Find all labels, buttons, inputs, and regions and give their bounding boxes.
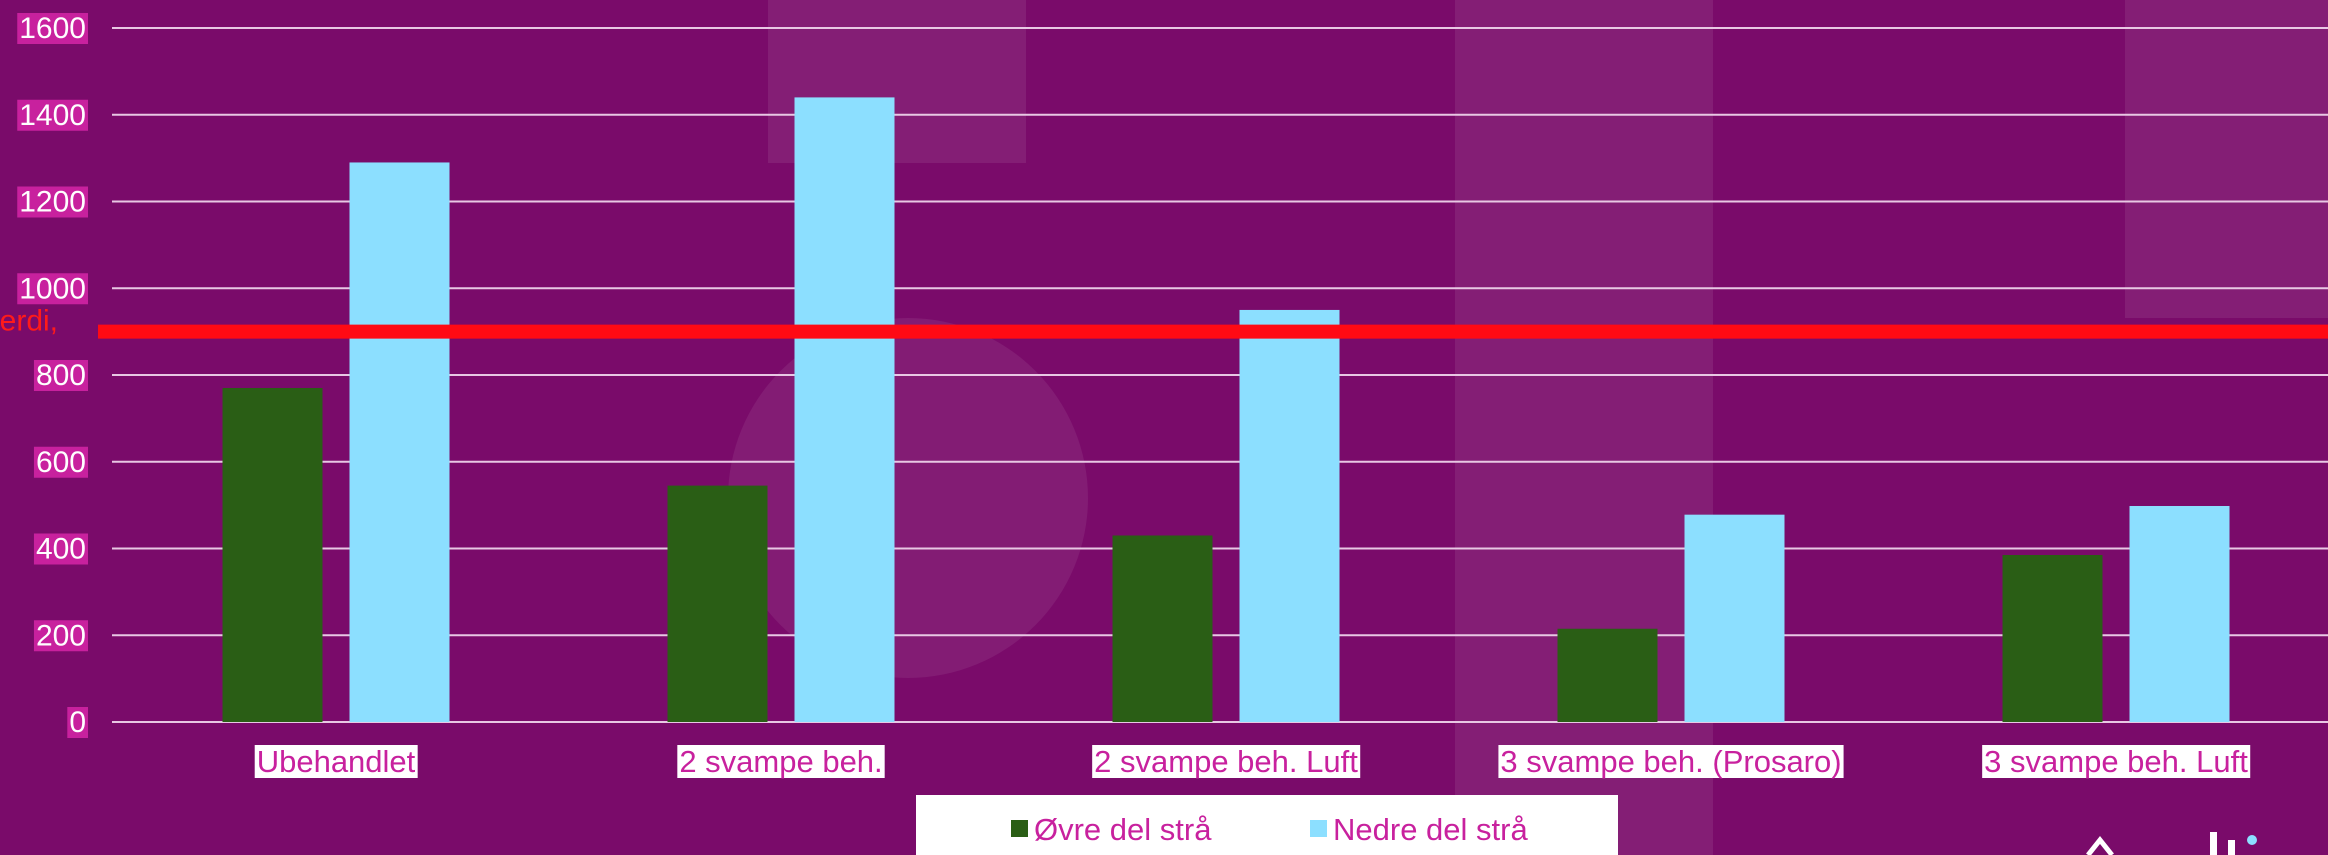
y-tick-label-bg — [33, 360, 88, 391]
y-tick-label-bg — [33, 533, 88, 565]
bar-nedre — [349, 162, 450, 722]
bar-ovre — [1557, 628, 1658, 722]
legend-label: Nedre del strå — [1333, 812, 1528, 847]
legend-label: Øvre del strå — [1034, 812, 1212, 847]
bar-ovre — [1112, 535, 1213, 722]
bar-nedre — [794, 97, 895, 722]
bars — [222, 97, 2230, 722]
corner-logo — [2086, 832, 2257, 855]
y-tick-label: 1200 — [19, 186, 86, 219]
x-tick-label-bg — [254, 745, 418, 778]
x-tick-label-bg — [677, 745, 885, 778]
y-axis-ticks: 0 200 400 600 800 1000 1200 1400 1600 — [17, 12, 88, 739]
legend-swatch — [1011, 820, 1028, 837]
legend-box — [916, 795, 1618, 855]
legend: Øvre del strå Nedre del strå — [916, 795, 1618, 855]
y-tick-label-bg — [33, 620, 88, 652]
y-tick-label: 600 — [36, 446, 86, 479]
y-tick-label-bg — [17, 186, 88, 218]
y-tick-label-bg — [67, 707, 88, 738]
y-tick-label-bg — [17, 99, 88, 131]
y-tick-label: 400 — [36, 533, 86, 566]
y-tick-label: 1400 — [19, 99, 86, 132]
bar-nedre — [1239, 309, 1340, 722]
y-tick-label: 0 — [69, 706, 86, 739]
x-tick-label: 2 svampe beh. Luft — [1094, 744, 1358, 779]
reference-line-group: erdi, — [0, 305, 2328, 339]
bar-ovre — [2002, 555, 2103, 722]
gridlines — [112, 27, 2328, 723]
x-tick-label: Ubehandlet — [257, 744, 416, 779]
legend-swatch — [1310, 820, 1327, 837]
y-tick-label: 1000 — [19, 272, 86, 305]
x-tick-label-bg — [1982, 745, 2251, 778]
y-tick-label: 800 — [36, 359, 86, 392]
x-tick-label: 3 svampe beh. Luft — [1984, 744, 2248, 779]
x-tick-label-bg — [1092, 745, 1361, 778]
bar-ovre — [222, 388, 323, 722]
y-tick-label-bg — [33, 446, 88, 478]
x-tick-label: 2 svampe beh. — [679, 744, 882, 779]
bar-nedre — [1684, 514, 1785, 722]
x-tick-label-bg — [1498, 745, 1844, 778]
y-tick-label-bg — [17, 13, 88, 44]
x-tick-label: 3 svampe beh. (Prosaro) — [1500, 744, 1841, 779]
y-tick-label: 1600 — [19, 12, 86, 45]
bar-ovre — [667, 485, 768, 722]
y-tick-label-bg — [17, 273, 88, 305]
x-axis-labels: Ubehandlet 2 svampe beh. 2 svampe beh. Luf… — [254, 744, 2251, 779]
y-tick-label: 200 — [36, 619, 86, 652]
reference-line-label: erdi, — [0, 305, 58, 338]
bar-nedre — [2129, 505, 2230, 722]
